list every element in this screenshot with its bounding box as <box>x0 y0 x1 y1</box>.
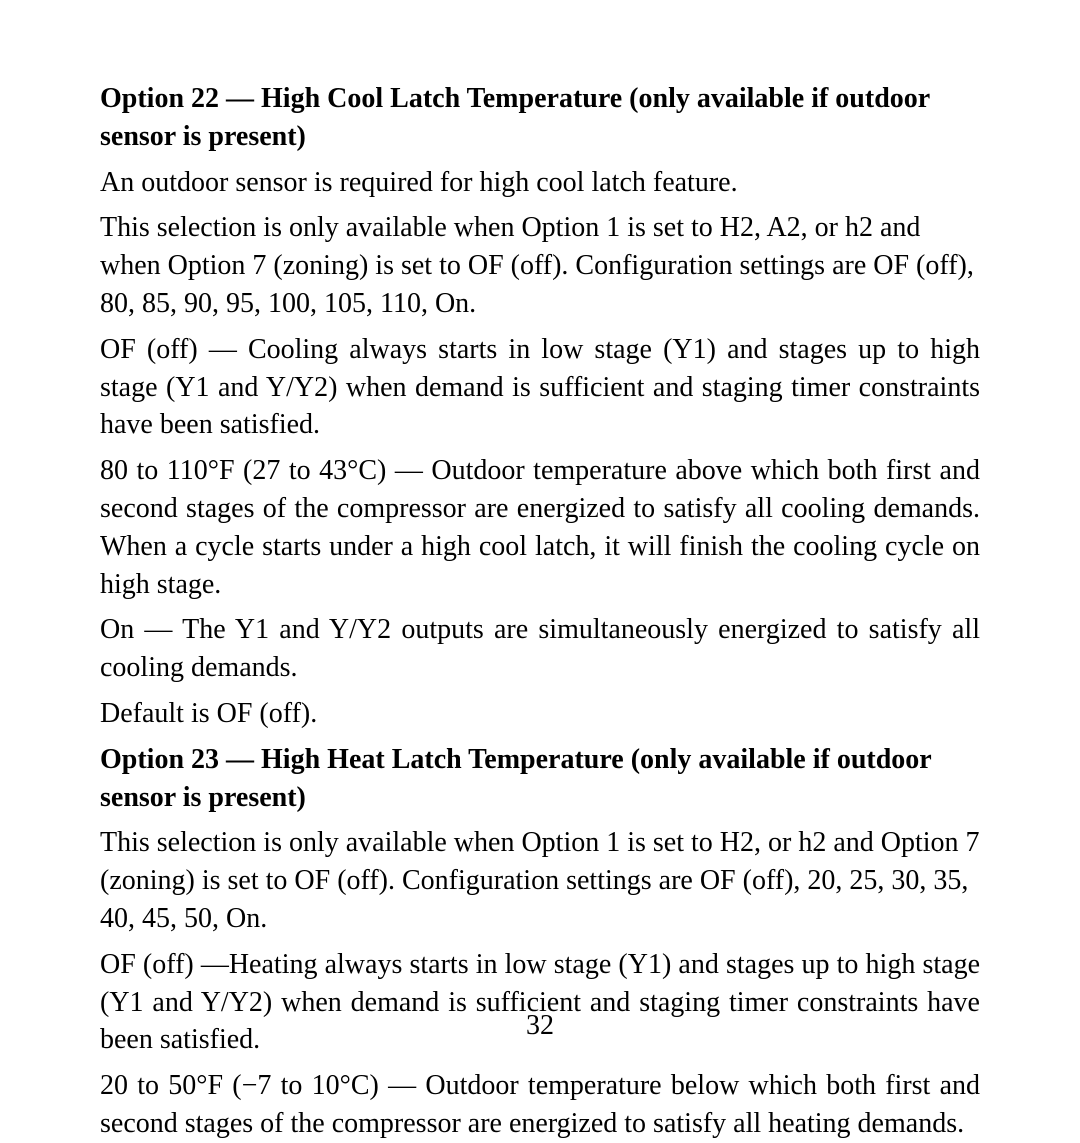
page-number: 32 <box>0 1010 1080 1042</box>
option22-p6: Default is OF (off). <box>100 695 980 733</box>
option22-heading: Option 22 — High Cool Latch Temperature … <box>100 80 980 156</box>
manual-page: Option 22 — High Cool Latch Temperature … <box>0 0 1080 1080</box>
option23-p3: 20 to 50°F (−7 to 10°C) — Outdoor temper… <box>100 1067 980 1143</box>
option22-p4: 80 to 110°F (27 to 43°C) — Outdoor tempe… <box>100 452 980 603</box>
option23-heading: Option 23 — High Heat Latch Temperature … <box>100 741 980 817</box>
option23-p2: OF (off) —Heating always starts in low s… <box>100 946 980 1059</box>
option22-p2: This selection is only available when Op… <box>100 209 980 322</box>
option22-p5: On — The Y1 and Y/Y2 outputs are simulta… <box>100 611 980 687</box>
option23-p1: This selection is only available when Op… <box>100 824 980 937</box>
option22-p1: An outdoor sensor is required for high c… <box>100 164 980 202</box>
option22-p3: OF (off) — Cooling always starts in low … <box>100 331 980 444</box>
